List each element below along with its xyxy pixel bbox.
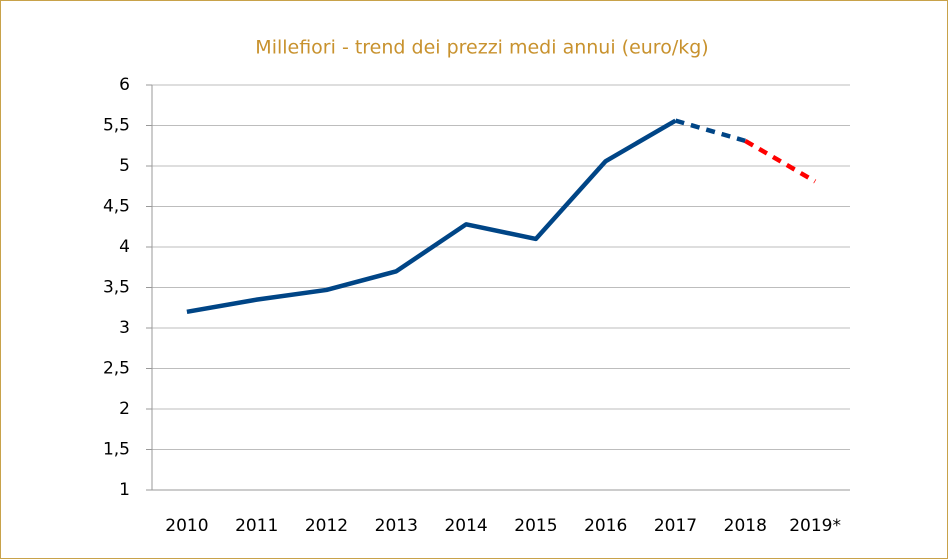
y-tick-label: 2,5: [103, 359, 130, 379]
x-tick-label: 2010: [165, 516, 208, 536]
y-tick-label: 6: [119, 75, 130, 95]
data-line: [744, 138, 817, 184]
x-tick-label: 2013: [375, 516, 418, 536]
y-tick-label: 3,5: [103, 278, 130, 298]
x-tick-label: 2016: [584, 516, 627, 536]
x-tick-label: 2014: [444, 516, 487, 536]
y-tick-label: 5,5: [103, 116, 130, 136]
x-tick-label: 2018: [724, 516, 767, 536]
x-tick-label: 2019*: [789, 516, 841, 536]
x-tick-label: 2015: [514, 516, 557, 536]
x-tick-label: 2012: [305, 516, 348, 536]
data-line: [674, 118, 746, 144]
y-tick-label: 1: [119, 480, 130, 500]
y-tick-label: 5: [119, 156, 130, 176]
data-line: [186, 118, 677, 315]
chart-title: Millefiori - trend dei prezzi medi annui…: [255, 37, 708, 59]
y-tick-label: 1,5: [103, 440, 130, 460]
y-tick-label: 4,5: [103, 197, 130, 217]
y-tick-label: 3: [119, 318, 130, 338]
x-tick-label: 2017: [654, 516, 697, 536]
y-tick-label: 2: [119, 399, 130, 419]
x-tick-label: 2011: [235, 516, 278, 536]
y-tick-label: 4: [119, 237, 130, 257]
